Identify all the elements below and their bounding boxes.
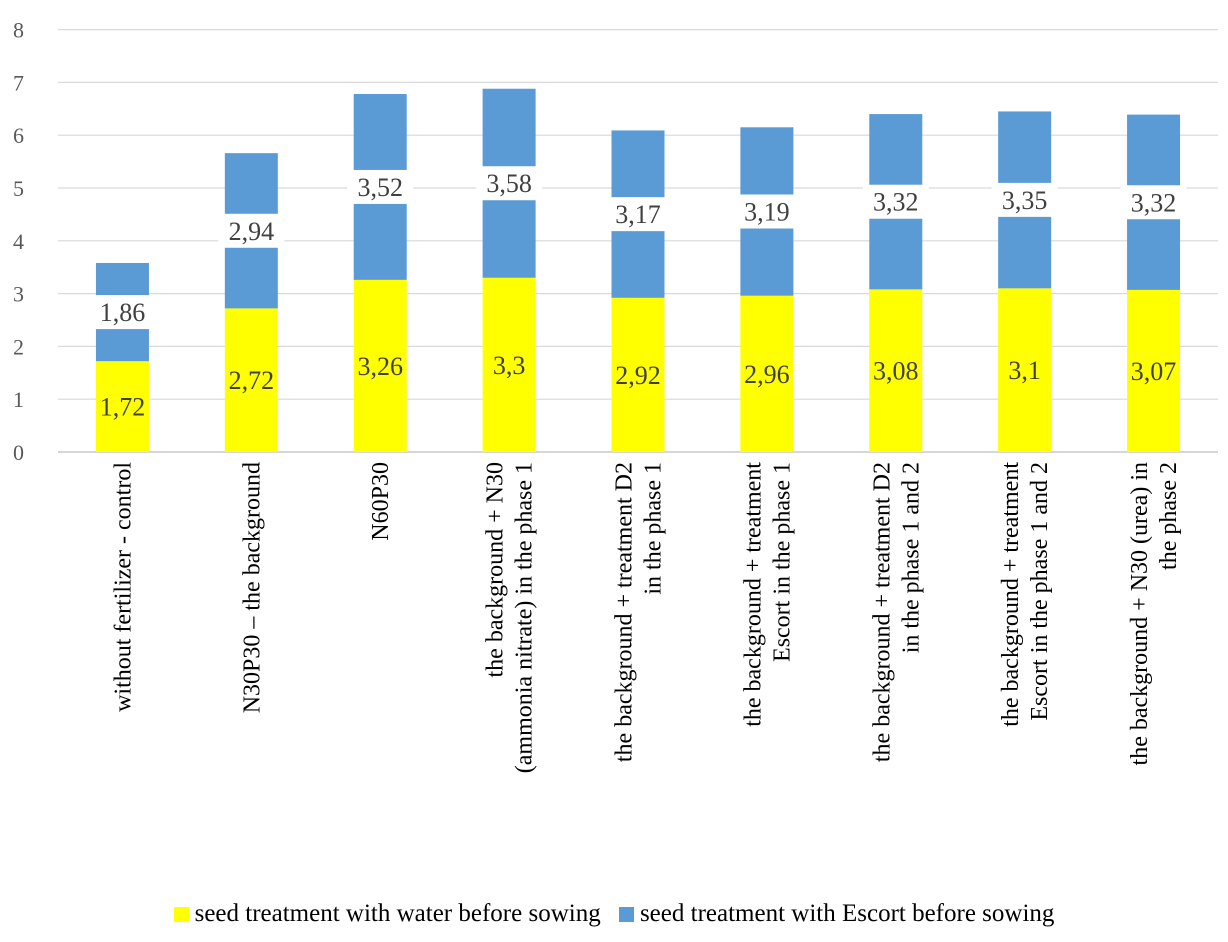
stacked-bar-chart: 0 1 2 3 4 5 6 7 8 1,72 1,86 2,72 2,94 3,26 3,52 3,3 3,5…	[13, 18, 1218, 774]
y-tick-label: 2	[13, 334, 24, 359]
x-category-label: the background + treatment	[998, 462, 1024, 727]
data-label: 2,72	[229, 366, 275, 395]
data-label-background	[1120, 185, 1187, 220]
x-category-label: the background + treatment	[740, 462, 766, 727]
data-label: 3,52	[357, 173, 403, 202]
data-label-background	[991, 182, 1058, 217]
x-category-label: the background + N30	[483, 462, 509, 677]
y-tick-label: 3	[13, 282, 24, 307]
data-label: 3,07	[1131, 357, 1177, 386]
data-label-background	[347, 169, 414, 204]
x-category-label: N60P30	[368, 462, 394, 541]
data-label: 3,08	[873, 357, 919, 386]
data-label-background	[476, 166, 543, 201]
data-label: 2,92	[615, 361, 661, 390]
data-label: 3,19	[744, 197, 790, 226]
data-label-background	[733, 194, 800, 229]
legend-label-water: seed treatment with water before sowing	[194, 900, 601, 927]
data-label: 3,35	[1002, 186, 1048, 215]
x-category-label: (ammonia nitrate) in the phase 1	[512, 462, 538, 773]
y-tick-label: 1	[13, 387, 24, 412]
data-label: 1,72	[100, 393, 146, 422]
y-tick-label: 0	[13, 440, 24, 465]
y-tick-label: 6	[13, 123, 24, 148]
bar-segment	[1127, 289, 1181, 452]
x-category-label: N30P30 – the background	[239, 462, 265, 713]
y-axis-ticks: 0 1 2 3 4 5 6 7 8	[13, 18, 24, 465]
legend-item-escort: seed treatment with Escort before sowing	[618, 900, 1055, 928]
y-tick-label: 5	[13, 176, 24, 201]
bars: 1,72 1,86 2,72 2,94 3,26 3,52 3,3 3,58 2,92 3,17 2…	[89, 88, 1187, 452]
data-label: 3,58	[486, 169, 532, 198]
x-category-label: the background + treatment D2	[612, 462, 638, 762]
legend-label-escort: seed treatment with Escort before sowing	[639, 900, 1055, 927]
data-label: 2,94	[229, 217, 275, 246]
x-category-label: the phase 2	[1156, 462, 1182, 570]
data-label: 2,96	[744, 360, 790, 389]
data-label-background	[605, 197, 671, 232]
data-label: 3,32	[873, 188, 919, 217]
data-label-background	[862, 184, 929, 219]
x-category-label: without fertilizer - control	[110, 462, 136, 712]
x-category-label: Escort in the phase 1 and 2	[1027, 462, 1053, 721]
legend: seed treatment with water before sowing …	[0, 900, 1228, 929]
bar-segment	[740, 295, 794, 452]
bar-segment	[95, 361, 149, 452]
data-label: 3,32	[1131, 188, 1177, 217]
bar-segment	[482, 277, 536, 452]
data-label-background	[218, 213, 285, 248]
bar-segment	[611, 297, 665, 452]
bar-segment	[353, 279, 407, 452]
x-category-label: the background + treatment D2	[869, 462, 895, 762]
y-tick-label: 7	[13, 70, 24, 95]
y-tick-label: 8	[13, 18, 24, 43]
x-category-label: Escort in the phase 1	[769, 462, 795, 662]
legend-swatch-water	[173, 906, 189, 922]
legend-swatch-escort	[618, 906, 634, 922]
x-category-label: the background + N30 (urea) in	[1127, 462, 1153, 765]
data-label: 3,1	[1008, 356, 1041, 385]
data-label: 1,86	[100, 298, 146, 327]
y-tick-label: 4	[13, 229, 24, 254]
bar-segment	[224, 308, 278, 452]
data-label: 3,17	[615, 200, 661, 229]
x-category-label: in the phase 1 and 2	[898, 462, 924, 653]
data-label: 3,26	[357, 352, 403, 381]
bar-segment	[869, 289, 923, 452]
legend-item-water: seed treatment with water before sowing	[173, 900, 601, 928]
data-label-background	[89, 295, 156, 330]
bar-segment	[998, 288, 1052, 452]
x-category-label: in the phase 1	[641, 462, 667, 595]
data-label: 3,3	[493, 351, 526, 380]
x-axis-category-labels: without fertilizer - control N30P30 – the…	[110, 462, 1182, 774]
